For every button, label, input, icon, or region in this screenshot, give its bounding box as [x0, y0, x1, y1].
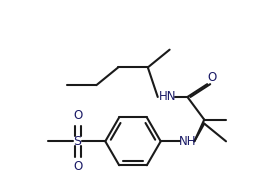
Text: HN: HN: [159, 91, 176, 104]
Text: NH: NH: [179, 135, 196, 148]
Text: S: S: [74, 135, 82, 148]
Text: O: O: [73, 160, 82, 173]
Text: O: O: [207, 71, 217, 84]
Text: O: O: [73, 109, 82, 122]
